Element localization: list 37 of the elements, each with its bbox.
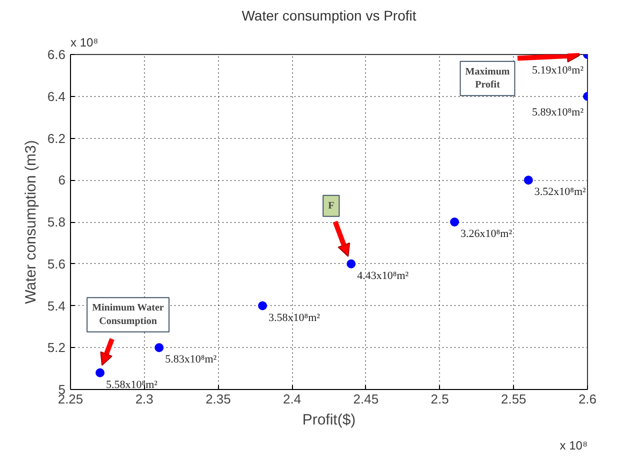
point (524, 176, 533, 185)
point (346, 259, 356, 268)
data-label: 5.89x10⁸m² (532, 106, 584, 118)
data-label: 4.43x10⁸m² (357, 270, 410, 282)
point (450, 218, 460, 226)
y-tick-label: 5.4 (47, 298, 66, 314)
text: x 10⁸ (560, 438, 588, 452)
x-tick-label: 2.3 (135, 392, 154, 406)
x-tick-label: 2.6 (578, 392, 597, 406)
data-label: 5.58x10⁸m² (106, 378, 158, 391)
data-label: 3.58x10⁸m² (268, 312, 321, 324)
y-tick-label: 5.6 (47, 256, 66, 272)
y-tick-label: 6.6 (47, 47, 66, 62)
x-tick-label: 2.45 (353, 392, 379, 406)
data-label: 3.52x10⁸m² (534, 186, 587, 198)
annotation: Minimum Water Consumption (92, 302, 164, 327)
x-tick-label: 2.55 (500, 392, 526, 406)
x-axis-title: Profit($) (302, 412, 356, 428)
annotation: Maximum Profit (465, 66, 510, 91)
annotation: F (328, 200, 334, 212)
y-tick-label: 6.2 (47, 130, 66, 146)
y-tick-label: 5.8 (47, 214, 66, 230)
y-tick-label: 6.4 (47, 88, 66, 104)
data-label: 5.19x10⁸m² (532, 64, 584, 76)
y-tick-label: 6 (58, 172, 66, 188)
text: x 10⁸ (70, 36, 98, 50)
point (258, 301, 268, 310)
x-tick-label: 2.4 (283, 392, 302, 406)
point (154, 343, 164, 352)
x-tick-label: 2.35 (206, 392, 231, 406)
y-axis-title: Water consumption (m3) (22, 140, 40, 304)
point (96, 368, 105, 378)
y-tick-label: 5.2 (47, 340, 66, 356)
x-tick-label: 2.5 (430, 392, 449, 406)
chart-title: Water consumption vs Profit (242, 8, 416, 24)
data-label: 5.83x10⁸m² (165, 354, 218, 366)
data-label: 3.26x10⁸m² (460, 228, 513, 240)
